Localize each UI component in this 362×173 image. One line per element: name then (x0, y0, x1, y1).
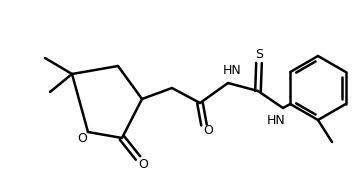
Text: O: O (77, 131, 87, 144)
Text: O: O (138, 157, 148, 171)
Text: S: S (255, 48, 263, 61)
Text: HN: HN (223, 63, 241, 76)
Text: HN: HN (267, 113, 285, 126)
Text: O: O (203, 125, 213, 138)
